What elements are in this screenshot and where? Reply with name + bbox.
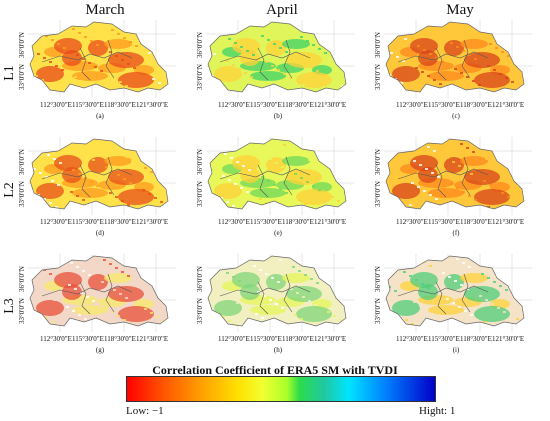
- longitude-label: 121°30'0"E: [314, 218, 347, 226]
- longitude-label: 121°30'0"E: [314, 335, 347, 343]
- longitude-label: 121°30'0"E: [136, 101, 169, 109]
- map-panel-4: 36°0'0"N 33°0'0"N 112°30'0"E 115°30'0"E 118°…: [18, 135, 180, 240]
- latitude-label: 33°0'0"N: [374, 181, 382, 207]
- longitude-label: 118°30'0"E: [104, 101, 136, 109]
- legend-title: Correlation Coefficient of ERA5 SM with …: [152, 363, 398, 377]
- longitude-label: 118°30'0"E: [104, 218, 136, 226]
- map-panel-3: 36°0'0"N 33°0'0"N 112°30'0"E 115°30'0"E 118°…: [374, 18, 536, 123]
- row-label-l1: L1: [2, 65, 17, 81]
- panel-label: (e): [274, 229, 282, 237]
- column-title-may: May: [446, 2, 474, 18]
- legend-colorbar: [126, 376, 436, 402]
- map-panel-2: 36°0'0"N 33°0'0"N 112°30'0"E 115°30'0"E 118°…: [196, 18, 358, 123]
- latitude-label: 33°0'0"N: [196, 64, 204, 90]
- longitude-label: 112°30'0"E: [218, 218, 250, 226]
- legend-low-label: Low: −1: [126, 405, 164, 417]
- longitude-label: 118°30'0"E: [460, 101, 492, 109]
- longitude-label: 115°30'0"E: [72, 218, 104, 226]
- map-graphic: [206, 254, 354, 332]
- longitude-label: 121°30'0"E: [492, 101, 525, 109]
- latitude-label: 33°0'0"N: [196, 298, 204, 324]
- panel-label: (h): [273, 346, 283, 354]
- map-graphic: [28, 254, 176, 332]
- map-graphic: [206, 20, 354, 98]
- map-graphic: [28, 137, 176, 215]
- longitude-label: 115°30'0"E: [428, 335, 460, 343]
- map-graphic: [384, 254, 532, 332]
- longitude-label: 112°30'0"E: [396, 218, 428, 226]
- map-panel-6: 36°0'0"N 33°0'0"N 112°30'0"E 115°30'0"E 118°…: [374, 135, 536, 240]
- longitude-label: 112°30'0"E: [40, 101, 72, 109]
- longitude-label: 112°30'0"E: [218, 101, 250, 109]
- longitude-label: 112°30'0"E: [396, 101, 428, 109]
- longitude-label: 121°30'0"E: [314, 101, 347, 109]
- map-panel-9: 36°0'0"N 33°0'0"N 112°30'0"E 115°30'0"E 118°…: [374, 252, 536, 357]
- longitude-label: 112°30'0"E: [40, 335, 72, 343]
- legend-high-label: Hight: 1: [419, 405, 456, 417]
- longitude-label: 121°30'0"E: [136, 218, 169, 226]
- map-panel-5: 36°0'0"N 33°0'0"N 112°30'0"E 115°30'0"E 118°…: [196, 135, 358, 240]
- longitude-label: 118°30'0"E: [282, 101, 314, 109]
- panel-label: (a): [96, 112, 104, 120]
- panel-label: (c): [452, 112, 460, 120]
- longitude-label: 121°30'0"E: [136, 335, 169, 343]
- longitude-label: 121°30'0"E: [492, 218, 525, 226]
- longitude-label: 112°30'0"E: [40, 218, 72, 226]
- longitude-label: 115°30'0"E: [428, 218, 460, 226]
- longitude-label: 118°30'0"E: [460, 335, 492, 343]
- longitude-label: 118°30'0"E: [282, 335, 314, 343]
- row-label-l3: L3: [2, 298, 17, 314]
- latitude-label: 33°0'0"N: [18, 181, 26, 207]
- longitude-label: 115°30'0"E: [250, 335, 282, 343]
- longitude-label: 115°30'0"E: [72, 101, 104, 109]
- panel-label: (g): [95, 346, 105, 354]
- column-title-april: April: [266, 2, 298, 18]
- latitude-label: 33°0'0"N: [374, 64, 382, 90]
- longitude-label: 112°30'0"E: [218, 335, 250, 343]
- panel-label: (i): [452, 346, 460, 354]
- latitude-label: 33°0'0"N: [374, 298, 382, 324]
- longitude-label: 112°30'0"E: [396, 335, 428, 343]
- longitude-label: 115°30'0"E: [250, 218, 282, 226]
- panel-label: (d): [95, 229, 105, 237]
- map-panel-8: 36°0'0"N 33°0'0"N 112°30'0"E 115°30'0"E 118°…: [196, 252, 358, 357]
- longitude-label: 121°30'0"E: [492, 335, 525, 343]
- panel-label: (b): [273, 112, 283, 120]
- longitude-label: 118°30'0"E: [460, 218, 492, 226]
- latitude-label: 33°0'0"N: [18, 64, 26, 90]
- row-label-l2: L2: [2, 182, 17, 198]
- map-graphic: [28, 20, 176, 98]
- longitude-label: 115°30'0"E: [72, 335, 104, 343]
- latitude-label: 33°0'0"N: [196, 181, 204, 207]
- latitude-label: 33°0'0"N: [18, 298, 26, 324]
- map-panel-1: 36°0'0"N 33°0'0"N 112°30'0"E 115°30'0"E 118°…: [18, 18, 180, 123]
- longitude-label: 115°30'0"E: [250, 101, 282, 109]
- map-graphic: [384, 137, 532, 215]
- map-graphic: [206, 137, 354, 215]
- panel-label: (f): [452, 229, 460, 237]
- longitude-label: 118°30'0"E: [104, 335, 136, 343]
- longitude-label: 118°30'0"E: [282, 218, 314, 226]
- map-graphic: [384, 20, 532, 98]
- map-panel-7: 36°0'0"N 33°0'0"N 112°30'0"E 115°30'0"E 118°…: [18, 252, 180, 357]
- longitude-label: 115°30'0"E: [428, 101, 460, 109]
- column-title-march: March: [85, 2, 125, 18]
